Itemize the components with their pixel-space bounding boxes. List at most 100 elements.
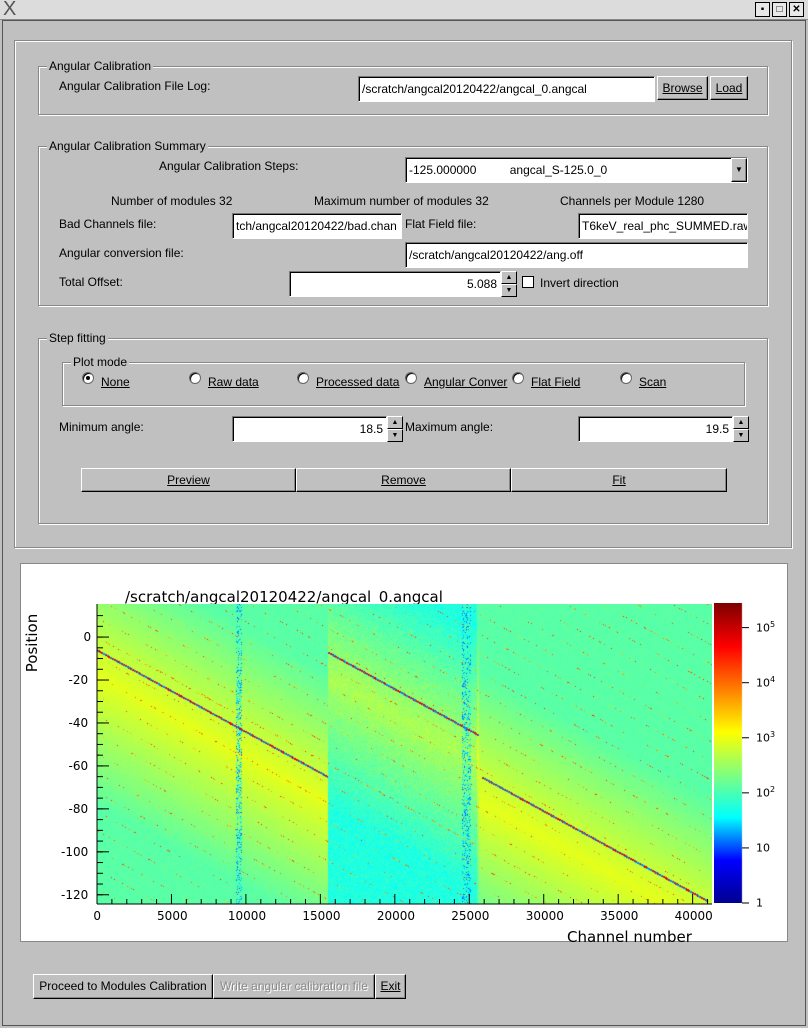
z-tick-base: 10 bbox=[756, 731, 770, 745]
y-tick-label: -120 bbox=[61, 887, 89, 902]
z-tick-exp: 4 bbox=[770, 674, 776, 684]
steps-name: angcal_S-125.0_0 bbox=[509, 163, 608, 177]
total-offset-label: Total Offset: bbox=[59, 275, 123, 289]
plot-mode-radio[interactable] bbox=[512, 372, 524, 384]
plot-mode-radio[interactable] bbox=[82, 372, 94, 384]
plot-mode-label: Scan bbox=[639, 375, 667, 389]
x-tick-label: 25000 bbox=[451, 909, 490, 923]
steps-angle: -125.000000 bbox=[409, 163, 477, 177]
load-label: Load bbox=[715, 81, 743, 95]
browse-button[interactable]: Browse bbox=[657, 76, 708, 100]
spin-down-icon[interactable]: ▼ bbox=[501, 284, 517, 297]
load-button[interactable]: Load bbox=[710, 76, 748, 100]
flat-field-input[interactable]: T6keV_real_phc_SUMMED.raw bbox=[578, 213, 748, 239]
group-label: Angular Calibration Summary bbox=[47, 139, 208, 153]
spin-up-icon[interactable]: ▲ bbox=[733, 416, 749, 429]
min-angle-input[interactable]: 18.5 bbox=[232, 416, 387, 442]
plot-mode-label: Flat Field bbox=[531, 375, 581, 389]
z-tick-label: 10 bbox=[756, 840, 770, 855]
preview-button[interactable]: Preview bbox=[81, 468, 296, 492]
spin-up-icon[interactable]: ▲ bbox=[501, 271, 517, 284]
plot-mode-label: None bbox=[101, 375, 130, 389]
y-tick-label: 0 bbox=[83, 630, 92, 645]
preview-label: Preview bbox=[167, 473, 210, 487]
flat-field-label: Flat Field file: bbox=[405, 217, 477, 231]
x-tick-label: 35000 bbox=[600, 909, 639, 923]
z-tick-exp: 2 bbox=[770, 784, 776, 794]
write-calibration-button: Write angular calibration file bbox=[213, 974, 375, 999]
steps-dropdown[interactable]: -125.000000 angcal_S-125.0_0 ▼ bbox=[405, 157, 748, 183]
plot-mode-label: Processed data bbox=[316, 375, 400, 389]
spin-up-icon[interactable]: ▲ bbox=[387, 416, 403, 429]
total-offset-input[interactable]: 5.088 bbox=[289, 271, 501, 297]
angular-calibration-group bbox=[38, 66, 768, 115]
min-angle-spinner[interactable]: ▲ ▼ bbox=[387, 416, 403, 442]
exit-button[interactable]: Exit bbox=[375, 974, 406, 999]
z-tick-exp: 3 bbox=[770, 729, 776, 739]
y-axis-label: Position bbox=[23, 613, 42, 673]
y-tick-label: -40 bbox=[68, 715, 89, 730]
z-tick-base: 10 bbox=[756, 621, 770, 635]
num-modules: Number of modules 32 bbox=[111, 194, 233, 208]
color-scale-bar bbox=[714, 603, 749, 903]
group-label: Plot mode bbox=[71, 355, 130, 369]
x-tick-label: 5000 bbox=[157, 909, 188, 923]
spin-down-icon[interactable]: ▼ bbox=[733, 429, 749, 442]
z-tick-base: 10 bbox=[756, 786, 770, 800]
max-angle-input[interactable]: 19.5 bbox=[578, 416, 733, 442]
bad-channels-label: Bad Channels file: bbox=[59, 217, 157, 231]
plot-mode-label: Angular Conver bbox=[424, 375, 508, 389]
plot-mode-radio[interactable] bbox=[189, 372, 201, 384]
chevron-down-icon[interactable]: ▼ bbox=[731, 158, 747, 182]
z-tick-label: 103 bbox=[756, 730, 775, 745]
x-tick-label: 15000 bbox=[302, 909, 341, 923]
plot-mode-radio[interactable] bbox=[620, 372, 632, 384]
z-tick-label: 1 bbox=[756, 895, 763, 910]
write-label: Write angular calibration file bbox=[220, 979, 368, 993]
plot-title-box bbox=[97, 584, 489, 606]
max-angle-spinner[interactable]: ▲ ▼ bbox=[733, 416, 749, 442]
summary-group bbox=[38, 146, 768, 306]
plot-canvas[interactable]: /scratch/angcal20120422/angcal_0.angcal … bbox=[20, 563, 788, 946]
ang-conv-input[interactable]: /scratch/angcal20120422/ang.off bbox=[405, 242, 748, 268]
z-tick-base: 1 bbox=[756, 896, 763, 910]
z-tick-exp: 5 bbox=[770, 619, 776, 629]
group-label: Angular Calibration bbox=[47, 59, 154, 73]
channels-per-module: Channels per Module 1280 bbox=[560, 194, 705, 208]
z-tick-label: 105 bbox=[756, 620, 775, 635]
ang-conv-label: Angular conversion file: bbox=[59, 246, 184, 260]
x-tick-label: 30000 bbox=[525, 909, 564, 923]
invert-direction-checkbox[interactable] bbox=[522, 276, 534, 288]
spin-down-icon[interactable]: ▼ bbox=[387, 429, 403, 442]
file-log-label: Angular Calibration File Log: bbox=[59, 79, 211, 93]
invert-direction-label: Invert direction bbox=[540, 276, 619, 290]
group-label: Step fitting bbox=[47, 331, 108, 345]
title-bar[interactable]: X ▪ □ ✕ bbox=[0, 0, 808, 20]
x-tick-label: 0 bbox=[93, 909, 102, 923]
plot-mode-radio[interactable] bbox=[297, 372, 309, 384]
x-tick-label: 40000 bbox=[674, 909, 713, 923]
plot-mode-radio[interactable] bbox=[405, 372, 417, 384]
main-frame bbox=[14, 40, 792, 548]
browse-label: Browse bbox=[662, 81, 703, 95]
x-logo: X bbox=[3, 0, 17, 20]
fit-label: Fit bbox=[612, 473, 626, 487]
heatmap[interactable] bbox=[97, 604, 712, 904]
x-tick-label: 20000 bbox=[376, 909, 415, 923]
proceed-button[interactable]: Proceed to Modules Calibration bbox=[33, 974, 213, 999]
z-tick-label: 102 bbox=[756, 785, 775, 800]
y-tick-label: -80 bbox=[68, 801, 89, 816]
bad-channels-input[interactable]: tch/angcal20120422/bad.chan bbox=[232, 213, 402, 239]
close-icon[interactable]: ✕ bbox=[789, 2, 804, 17]
maximize-icon[interactable]: □ bbox=[772, 2, 787, 17]
min-angle-label: Minimum angle: bbox=[59, 420, 144, 434]
remove-button[interactable]: Remove bbox=[296, 468, 511, 492]
total-offset-spinner[interactable]: ▲ ▼ bbox=[501, 271, 517, 297]
fit-button[interactable]: Fit bbox=[511, 468, 727, 492]
y-tick-label: -20 bbox=[68, 673, 89, 688]
z-tick-base: 10 bbox=[756, 841, 770, 855]
file-log-input[interactable]: /scratch/angcal20120422/angcal_0.angcal bbox=[358, 76, 655, 102]
z-tick-base: 10 bbox=[756, 676, 770, 690]
y-tick-label: -100 bbox=[61, 844, 89, 859]
minimize-icon[interactable]: ▪ bbox=[755, 2, 770, 17]
